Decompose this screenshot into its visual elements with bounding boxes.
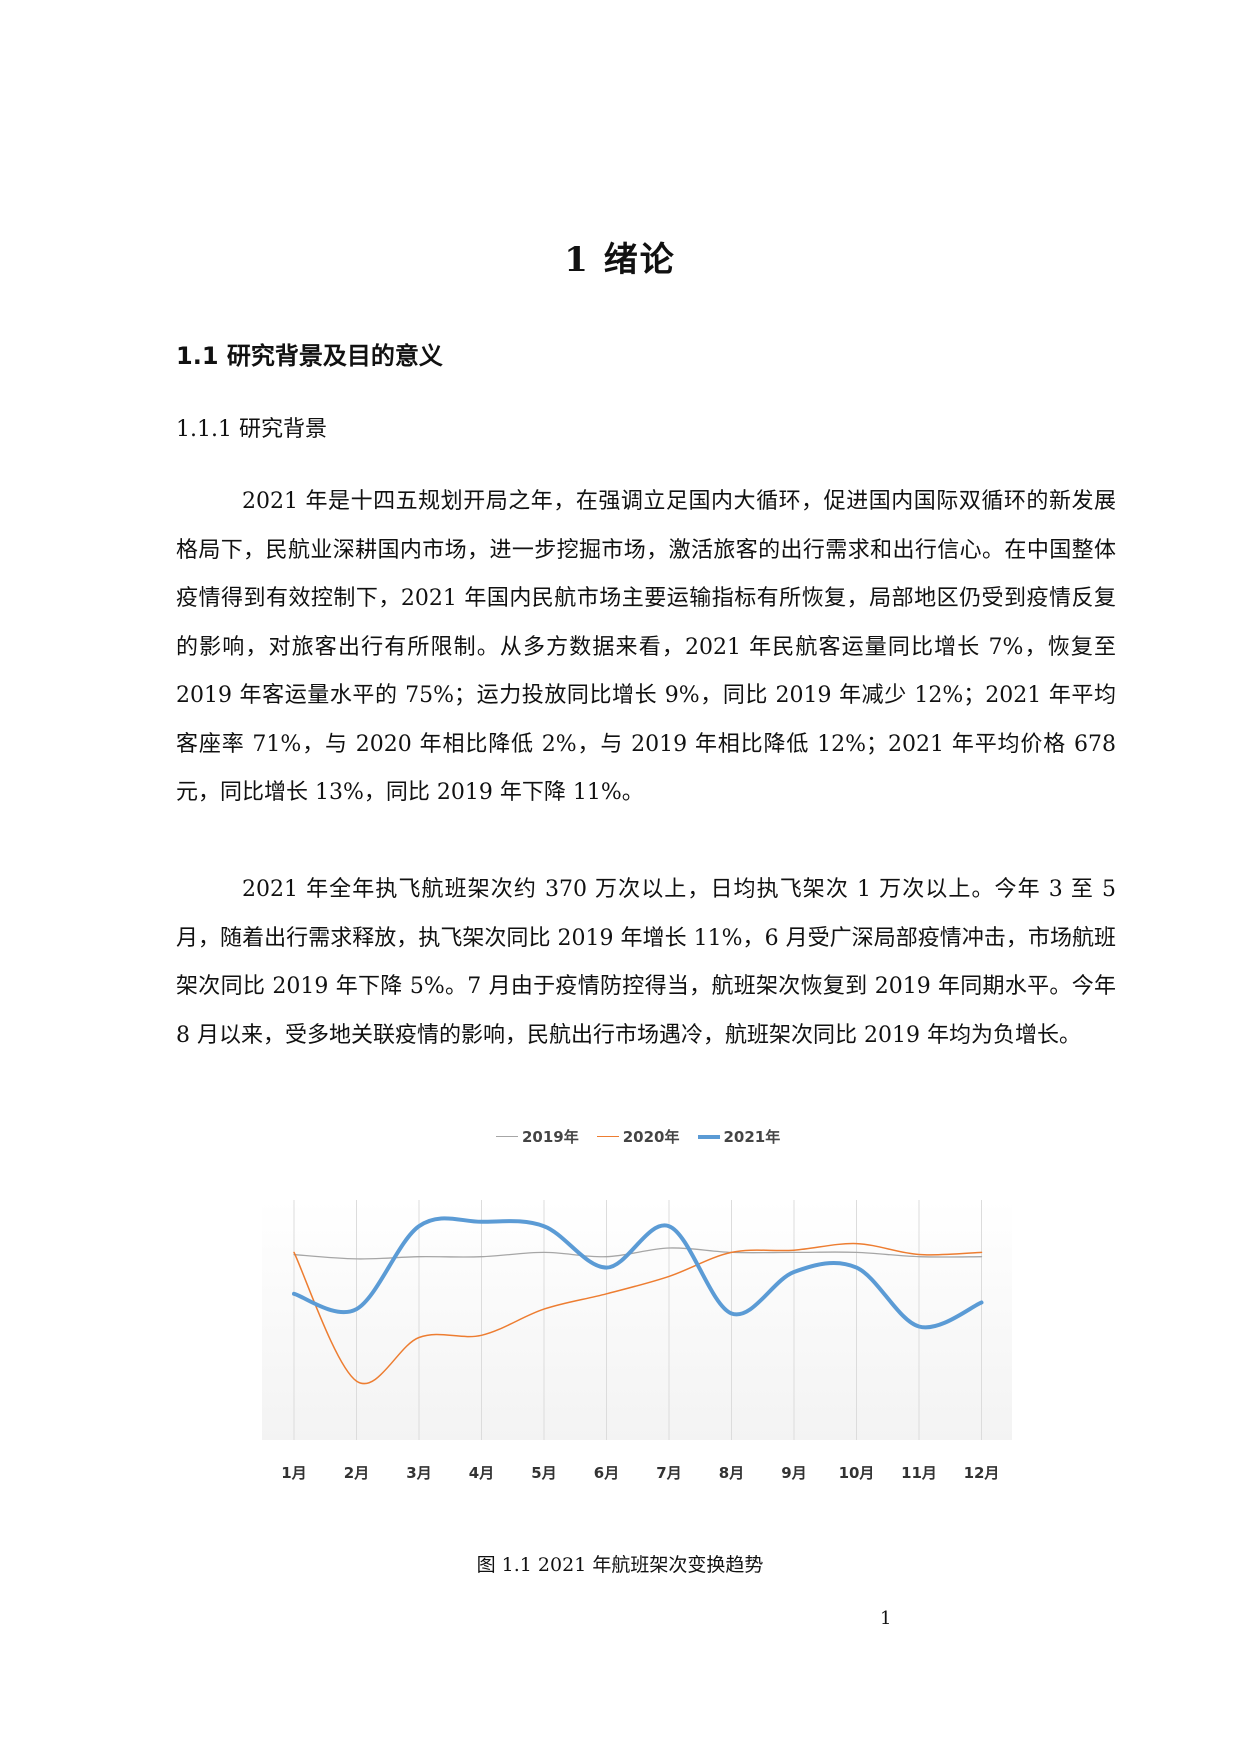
subsection-heading: 1.1.1 研究背景 [176,417,327,442]
paragraph-background-1: 2021 年是十四五规划开局之年，在强调立足国内大循环，促进国内国际双循环的新发… [176,489,1117,805]
legend-label-2020: 2020年 [622,1128,680,1146]
chapter-title: 1 绪论 [564,240,676,280]
x-tick-label: 9月 [781,1464,806,1482]
x-tick-label: 1月 [281,1464,306,1482]
paragraph-background-2: 2021 年全年执飞航班架次约 370 万次以上，日均执飞架次 1 万次以上。今… [176,877,1116,1048]
flight-trend-chart: 1月 2月 3月 4月 5月 6月 7月 8月 9月 10月 11月 12月 [262,1200,1012,1482]
legend-item-2019: 2019年 [496,1126,579,1147]
x-tick-label: 7月 [656,1464,681,1482]
plot-area [262,1200,1012,1440]
series-line-2019年 [293,1247,983,1260]
x-tick-label: 8月 [719,1464,744,1482]
x-tick-label: 2月 [344,1464,369,1482]
x-tick-label: 6月 [594,1464,619,1482]
legend-swatch-2021 [697,1134,720,1139]
x-tick-label: 4月 [469,1464,494,1482]
legend-swatch-2020 [596,1136,619,1137]
legend-item-2020: 2020年 [596,1126,680,1147]
legend-label-2019: 2019年 [522,1128,579,1146]
legend-label-2021: 2021年 [723,1128,781,1146]
x-tick-label: 12月 [964,1464,1000,1482]
x-tick-label: 5月 [531,1464,556,1482]
page-number: 1 [880,1608,892,1629]
series-line-2021年 [292,1216,984,1330]
series-line-2020年 [293,1242,983,1385]
x-tick-label: 11月 [901,1464,937,1482]
chart-legend: 2019年 2020年 2021年 [496,1126,780,1147]
x-tick-label: 3月 [406,1464,431,1482]
figure-caption: 图 1.1 2021 年航班架次变换趋势 [476,1554,764,1576]
section-heading: 1.1 研究背景及目的意义 [176,342,443,370]
x-tick-label: 10月 [839,1464,875,1482]
legend-swatch-2019 [496,1136,518,1137]
legend-item-2021: 2021年 [697,1126,781,1147]
